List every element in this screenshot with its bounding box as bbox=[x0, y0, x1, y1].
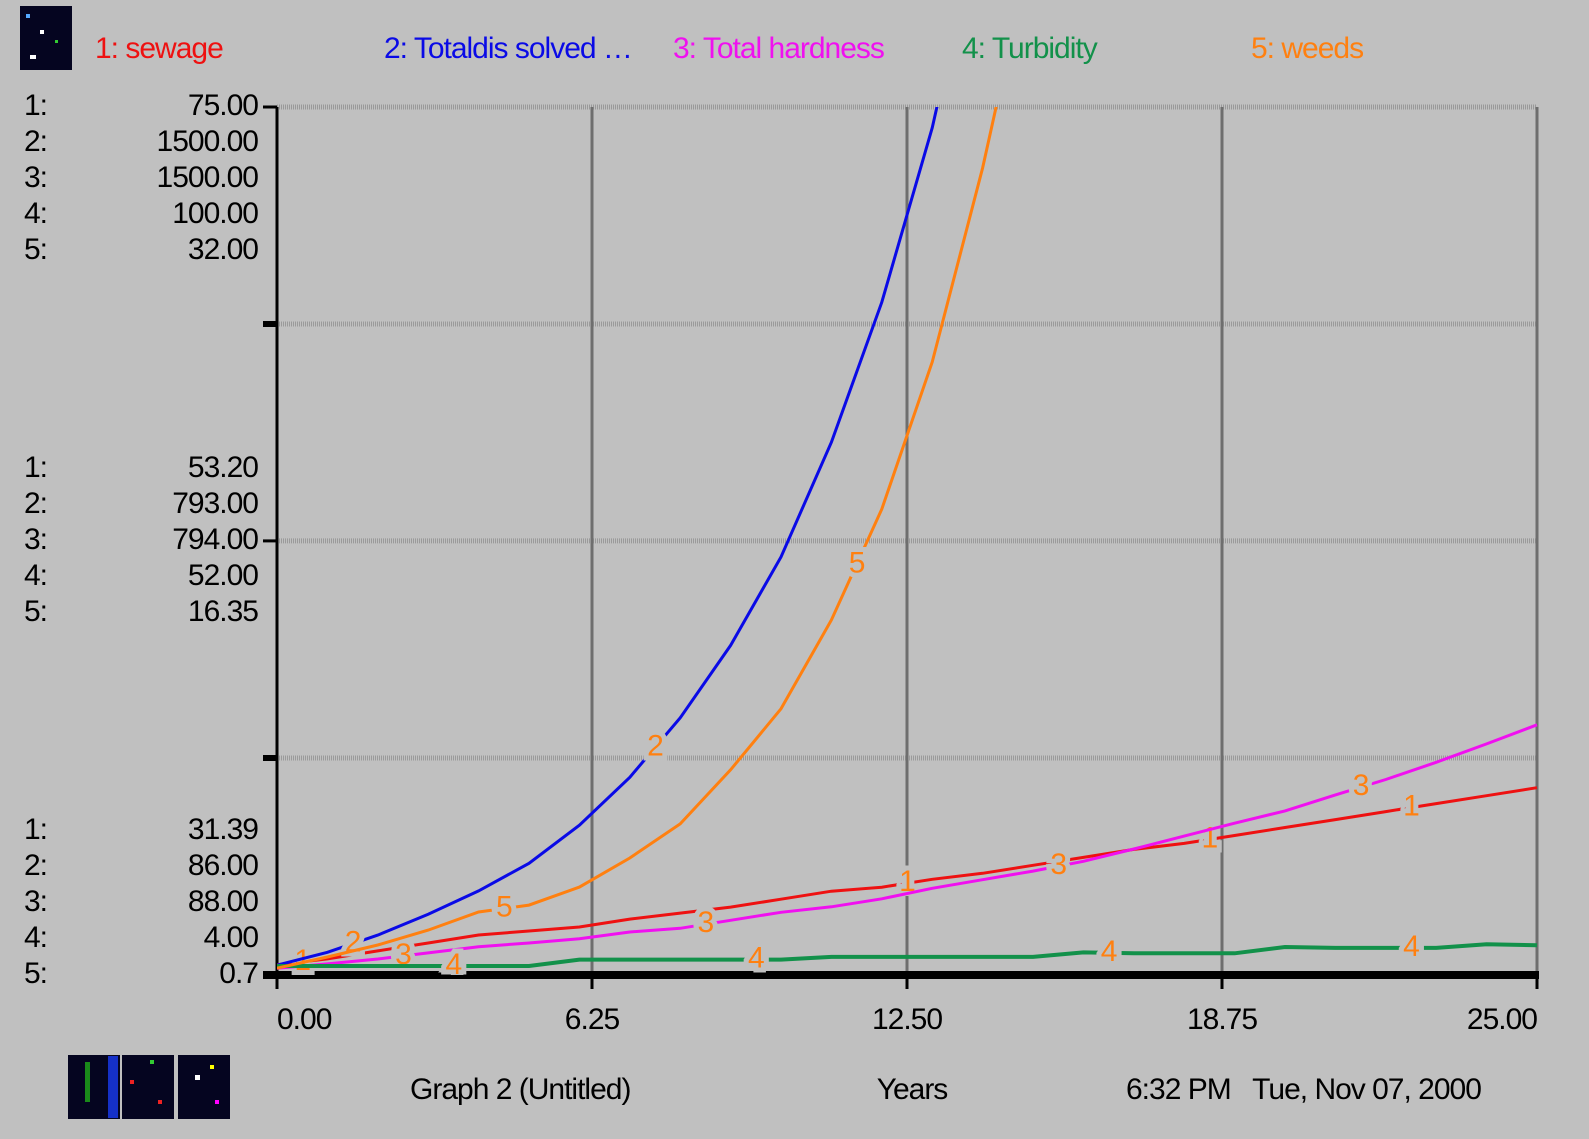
y-axis-key: 4: bbox=[24, 559, 47, 592]
series-marker: 3 bbox=[1050, 848, 1066, 881]
y-tick-label: 4.00 bbox=[204, 921, 259, 954]
y-axis-key: 3: bbox=[24, 523, 47, 556]
series-marker: 3 bbox=[1353, 769, 1369, 802]
series-marker: 1 bbox=[1202, 821, 1218, 854]
y-tick-label: 86.00 bbox=[188, 849, 258, 882]
y-tick-label: 793.00 bbox=[172, 487, 258, 520]
x-tick-label: 18.75 bbox=[1187, 1003, 1257, 1036]
y-axis-key: 5: bbox=[24, 595, 47, 628]
y-tick-label: 53.20 bbox=[188, 451, 258, 484]
y-axis-key: 4: bbox=[24, 921, 47, 954]
series-marker: 4 bbox=[748, 942, 764, 975]
x-tick-label: 12.50 bbox=[872, 1003, 942, 1036]
series-marker: 2 bbox=[647, 729, 663, 762]
y-tick-label: 16.35 bbox=[188, 595, 258, 628]
legend-label: 1: sewage bbox=[95, 32, 223, 65]
icon bbox=[20, 6, 72, 70]
y-axis-key: 3: bbox=[24, 161, 47, 194]
tool-icons bbox=[68, 1055, 230, 1119]
y-axis-key: 1: bbox=[24, 451, 47, 484]
series-marker: 4 bbox=[1101, 935, 1117, 968]
series-marker: 5 bbox=[849, 546, 865, 579]
series-marker: 4 bbox=[1403, 930, 1419, 963]
y-axis-key: 1: bbox=[24, 89, 47, 122]
legend-label: 4: Turbidity bbox=[962, 32, 1098, 65]
series-marker: 3 bbox=[698, 906, 714, 939]
series-marker: 5 bbox=[496, 891, 512, 924]
y-tick-label: 1500.00 bbox=[157, 161, 259, 194]
legend-label: 5: weeds bbox=[1251, 32, 1363, 65]
y-tick-label: 31.39 bbox=[188, 813, 258, 846]
y-axis-key: 5: bbox=[24, 233, 47, 266]
y-tick-label: 32.00 bbox=[188, 233, 258, 266]
y-tick-label: 88.00 bbox=[188, 885, 258, 918]
y-axis-key: 2: bbox=[24, 125, 47, 158]
y-axis-key: 2: bbox=[24, 849, 47, 882]
x-tick-label: 6.25 bbox=[565, 1003, 620, 1036]
legend-label: 3: Total hardness bbox=[673, 32, 884, 65]
y-tick-label: 794.00 bbox=[172, 523, 258, 556]
x-axis-label: Years bbox=[877, 1073, 948, 1106]
y-tick-label: 1500.00 bbox=[157, 125, 259, 158]
y-tick-label: 75.00 bbox=[188, 89, 258, 122]
y-axis-key: 2: bbox=[24, 487, 47, 520]
x-tick-label: 0.00 bbox=[277, 1003, 332, 1036]
y-tick-label: 52.00 bbox=[188, 559, 258, 592]
legend-label: 2: Totaldis solved … bbox=[384, 32, 632, 65]
footer-title: Graph 2 (Untitled) bbox=[410, 1073, 630, 1106]
timestamp: 6:32 PM Tue, Nov 07, 2000 bbox=[1126, 1073, 1481, 1106]
chart: Graph 2 (Untitled) Years 6:32 PM Tue, No… bbox=[0, 0, 1589, 1139]
y-axis-key: 5: bbox=[24, 957, 47, 990]
series-marker: 1 bbox=[1403, 790, 1419, 823]
y-tick-label: 100.00 bbox=[172, 197, 258, 230]
y-axis-key: 3: bbox=[24, 885, 47, 918]
y-axis-key: 1: bbox=[24, 813, 47, 846]
y-axis-key: 4: bbox=[24, 197, 47, 230]
y-tick-label: 0.7 bbox=[219, 957, 258, 990]
x-tick-label: 25.00 bbox=[1467, 1003, 1537, 1036]
